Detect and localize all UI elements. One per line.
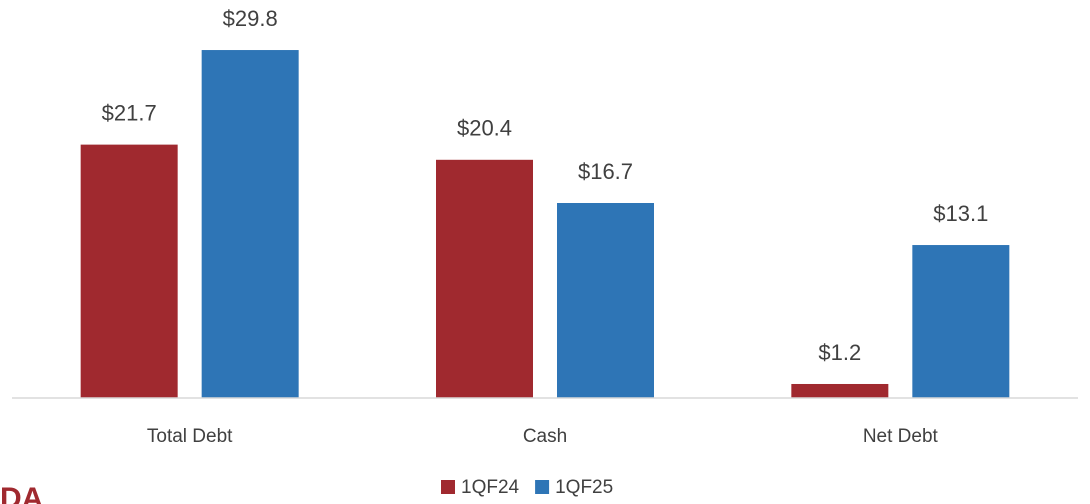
bar: [201, 50, 299, 399]
value-label: $1.2: [818, 340, 861, 365]
x-tick-label: Total Debt: [147, 426, 233, 447]
cropped-heading: DA: [0, 482, 43, 504]
value-label: $16.7: [578, 159, 633, 184]
value-label: $29.8: [223, 6, 278, 31]
legend-swatch: [535, 480, 550, 494]
bar: [80, 144, 178, 398]
value-label: $13.1: [933, 201, 988, 226]
legend-label: 1QF24: [461, 477, 520, 498]
value-label: $21.7: [102, 100, 157, 125]
x-tick-label: Cash: [523, 426, 567, 447]
value-label: $20.4: [457, 116, 512, 141]
legend-swatch: [441, 480, 455, 494]
bar: [791, 383, 889, 398]
bar: [912, 245, 1010, 398]
bar: [436, 159, 533, 398]
legend-label: 1QF25: [555, 477, 613, 498]
bar: [557, 203, 654, 398]
x-tick-label: Net Debt: [863, 426, 939, 447]
